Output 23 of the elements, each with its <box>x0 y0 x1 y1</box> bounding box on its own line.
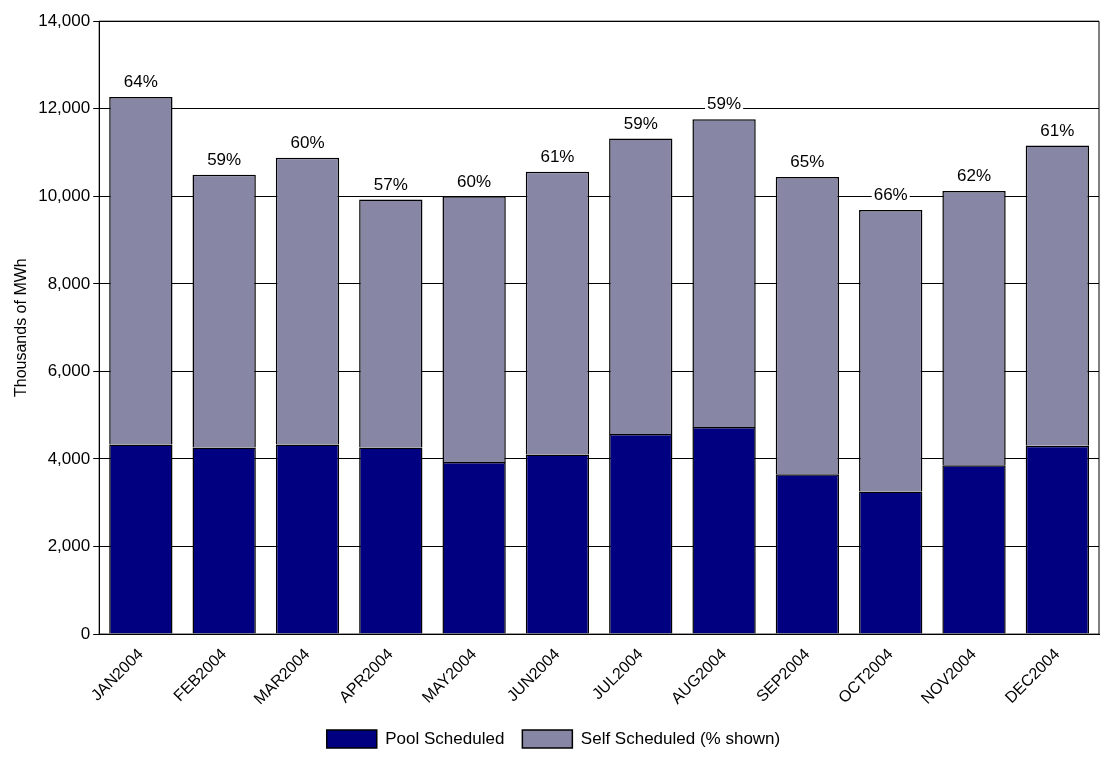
annotation: 59% <box>207 150 242 170</box>
annotation: 59% <box>707 94 742 114</box>
annotation: 60% <box>457 171 492 191</box>
annotation: 57% <box>373 174 408 194</box>
annotation: 65% <box>790 152 825 172</box>
y-tick-label: 0 <box>80 623 91 643</box>
y-tick-label: 12,000 <box>38 98 91 118</box>
annotation: 59% <box>623 113 658 133</box>
y-tick-label: 8,000 <box>47 273 91 293</box>
y-tick-label: 4,000 <box>47 448 91 468</box>
annotation: 62% <box>957 166 992 186</box>
annotation: 61% <box>540 146 575 166</box>
y-tick-label: 14,000 <box>38 10 91 30</box>
y-tick-label: 2,000 <box>47 536 91 556</box>
annotation: 64% <box>123 72 158 92</box>
y-tick-label: 6,000 <box>47 361 91 381</box>
annotation: 66% <box>873 185 908 205</box>
annotation: 60% <box>290 132 325 152</box>
annotation: 61% <box>1040 120 1075 140</box>
y-tick-label: 10,000 <box>38 186 91 206</box>
legend-label: Self Scheduled (% shown) <box>580 728 781 748</box>
y-axis-title: Thousands of MWh <box>12 258 30 398</box>
legend-label: Pool Scheduled <box>385 728 505 748</box>
